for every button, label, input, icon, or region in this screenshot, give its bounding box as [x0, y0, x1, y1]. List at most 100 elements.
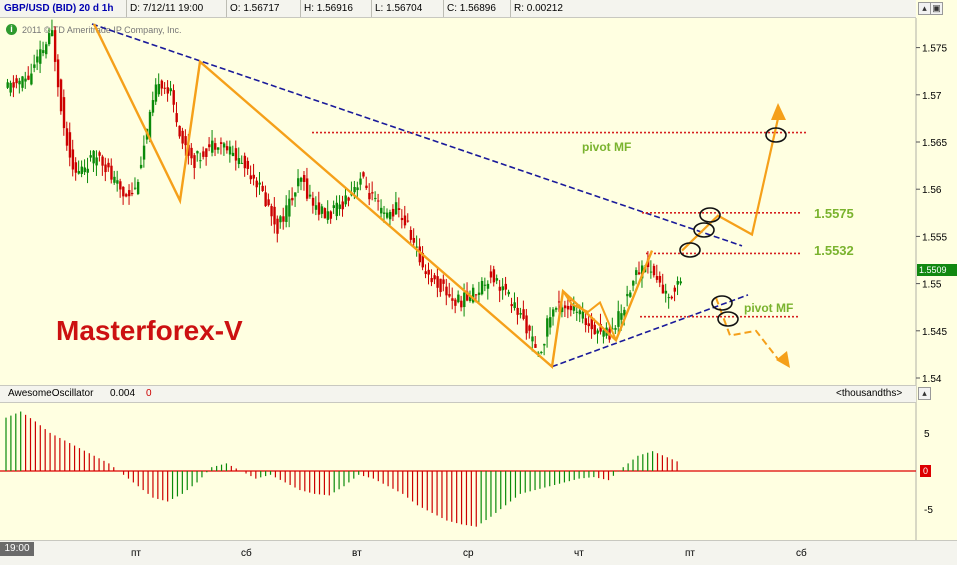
- candle-body: [329, 211, 333, 219]
- candle-body: [632, 281, 635, 286]
- candle-body: [148, 111, 152, 140]
- candle-body: [133, 187, 137, 189]
- candle-body: [380, 207, 383, 214]
- candle-body: [519, 313, 522, 315]
- candle-body: [184, 136, 187, 146]
- candle-body: [258, 182, 261, 185]
- oscillator-axis-label: 5: [924, 429, 930, 440]
- candle-body: [679, 281, 682, 284]
- candle-body: [89, 155, 92, 158]
- candle-body: [190, 147, 193, 159]
- candle-body: [205, 148, 208, 157]
- candle-body: [611, 328, 614, 330]
- level-label: 1.5532: [814, 243, 854, 258]
- candle-body: [483, 284, 487, 286]
- candle-body: [92, 150, 95, 164]
- candle-body: [578, 310, 582, 315]
- candle-body: [581, 311, 585, 319]
- candle-body: [208, 144, 211, 148]
- oscillator-name[interactable]: AwesomeOscillator: [8, 388, 94, 399]
- candle-body: [626, 293, 629, 297]
- time-axis-label: пт: [131, 548, 141, 559]
- candle-body: [166, 87, 169, 94]
- candle-body: [119, 181, 122, 190]
- candle-body: [332, 205, 336, 209]
- candle-body: [131, 192, 134, 195]
- candle-body: [101, 156, 104, 166]
- oscillator-panel-button[interactable]: ▴: [918, 387, 931, 400]
- candle-body: [593, 324, 596, 335]
- candle-body: [540, 351, 543, 353]
- candle-body: [486, 283, 490, 289]
- candle-body: [216, 147, 220, 150]
- candle-body: [344, 195, 347, 205]
- candle-body: [302, 175, 306, 182]
- candle-body: [652, 265, 656, 276]
- marker-ellipse: [711, 295, 733, 311]
- candle-body: [246, 160, 250, 169]
- candle-body: [368, 192, 371, 200]
- candle-body: [554, 308, 558, 310]
- price-axis-label: 1.56: [922, 185, 942, 196]
- candle-body: [415, 246, 419, 248]
- candle-body: [516, 307, 519, 315]
- marker-ellipse: [765, 127, 787, 143]
- candle-body: [409, 229, 413, 240]
- date-readout: D: 7/12/11 19:00: [130, 3, 204, 14]
- candle-body: [522, 309, 525, 319]
- candle-body: [113, 176, 116, 183]
- info-icon[interactable]: i: [6, 24, 17, 35]
- candle-body: [157, 83, 161, 95]
- candle-body: [546, 318, 549, 337]
- candle-body: [231, 152, 235, 157]
- candle-body: [264, 192, 267, 207]
- candle-body: [513, 302, 516, 309]
- candle-body: [33, 64, 36, 68]
- candle-body: [83, 167, 86, 173]
- time-axis-label: вт: [352, 548, 362, 559]
- candle-body: [45, 44, 48, 55]
- candle-body: [252, 174, 255, 179]
- marker-ellipse: [693, 222, 715, 238]
- symbol-label[interactable]: GBP/USD (BID) 20 d 1h: [4, 3, 114, 14]
- panel-maximize-button[interactable]: ▣: [930, 2, 943, 15]
- candle-body: [234, 148, 238, 161]
- candle-body: [510, 304, 513, 307]
- candle-body: [172, 90, 175, 105]
- candle-body: [285, 205, 288, 222]
- candle-body: [495, 278, 499, 281]
- pivot-label: pivot MF: [744, 301, 793, 315]
- candle-body: [237, 158, 241, 165]
- candle-body: [406, 220, 410, 222]
- candle-body: [249, 175, 253, 180]
- candle-body: [42, 50, 45, 54]
- candle-body: [139, 164, 143, 168]
- projection-up-path: [681, 118, 780, 252]
- candle-body: [294, 192, 297, 197]
- candle-body: [320, 206, 324, 214]
- candle-body: [649, 271, 653, 273]
- candle-body: [311, 197, 315, 206]
- candle-body: [163, 87, 167, 89]
- candle-body: [77, 171, 81, 174]
- oscillator-axis-label: -5: [924, 505, 933, 516]
- candle-body: [53, 30, 57, 62]
- candle-body: [374, 197, 377, 199]
- candle-body: [377, 200, 380, 202]
- candle-body: [154, 84, 158, 102]
- candle-body: [655, 276, 659, 280]
- candle-body: [276, 218, 279, 234]
- candle-body: [151, 100, 155, 113]
- candle-body: [341, 201, 344, 210]
- candle-body: [673, 287, 676, 292]
- candle-body: [623, 309, 626, 316]
- price-axis-label: 1.54: [922, 374, 942, 385]
- candle-body: [596, 330, 599, 334]
- candle-body: [587, 323, 591, 327]
- price-axis-label: 1.565: [922, 138, 947, 149]
- candle-body: [270, 206, 273, 217]
- candle-body: [71, 149, 75, 170]
- candle-body: [50, 30, 54, 37]
- candle-body: [18, 80, 21, 85]
